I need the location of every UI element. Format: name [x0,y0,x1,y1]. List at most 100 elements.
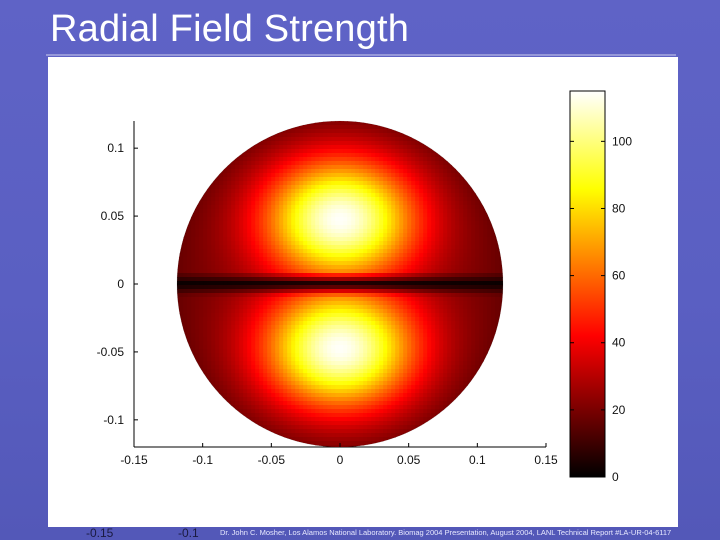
heatmap-cell [471,221,476,226]
heatmap-cell [371,145,376,150]
heatmap-cell [383,189,388,194]
heatmap-cell [311,345,316,350]
heatmap-cell [471,353,476,358]
heatmap-cell [295,277,300,282]
heatmap-cell [243,353,248,358]
heatmap-cell [323,221,328,226]
heatmap-cell [279,245,284,250]
heatmap-cell [463,321,468,326]
heatmap-cell [443,373,448,378]
heatmap-cell [339,377,344,382]
heatmap-cell [463,189,468,194]
heatmap-cell [323,329,328,334]
heatmap-cell [347,373,352,378]
heatmap-cell [391,153,396,158]
heatmap-cell [203,221,208,226]
heatmap-cell [395,225,400,230]
heatmap-cell [251,381,256,386]
heatmap-cell [211,341,216,346]
heatmap-cell [435,309,440,314]
heatmap-cell [383,177,388,182]
heatmap-cell [411,261,416,266]
heatmap-cell [207,177,212,182]
heatmap-cell [267,201,272,206]
heatmap-cell [419,161,424,166]
heatmap-cell [483,197,488,202]
heatmap-cell [479,229,484,234]
heatmap-cell [207,201,212,206]
heatmap-cell [303,365,308,370]
heatmap-cell [319,269,324,274]
heatmap-cell [199,329,204,334]
heatmap-cell [363,341,368,346]
heatmap-cell [263,221,268,226]
heatmap-cell [263,209,268,214]
heatmap-cell [311,213,316,218]
heatmap-cell [335,337,340,342]
heatmap-cell [335,189,340,194]
heatmap-cell [387,285,392,290]
heatmap-cell [343,197,348,202]
heatmap-cell [307,341,312,346]
heatmap-cell [243,145,248,150]
heatmap-cell [355,161,360,166]
heatmap-cell [415,197,420,202]
heatmap-cell [271,361,276,366]
heatmap-cell [319,381,324,386]
heatmap-cell [299,337,304,342]
heatmap-cell [415,337,420,342]
heatmap-cell [391,277,396,282]
heatmap-cell [235,297,240,302]
heatmap-cell [359,357,364,362]
heatmap-cell [335,217,340,222]
heatmap-cell [367,213,372,218]
heatmap-cell [331,225,336,230]
heatmap-cell [343,177,348,182]
heatmap-cell [239,173,244,178]
heatmap-cell [199,213,204,218]
heatmap-cell [339,165,344,170]
heatmap-cell [331,137,336,142]
heatmap-cell [447,329,452,334]
heatmap-cell [299,209,304,214]
heatmap-cell [339,177,344,182]
heatmap-cell [295,213,300,218]
heatmap-cell [211,265,216,270]
heatmap-cell [499,297,503,302]
heatmap-cell [219,253,224,258]
heatmap-cell [419,145,424,150]
heatmap-cell [391,225,396,230]
heatmap-cell [259,153,264,158]
heatmap-cell [407,357,412,362]
heatmap-cell [255,197,260,202]
heatmap-cell [475,205,480,210]
heatmap-cell [227,213,232,218]
heatmap-cell [211,245,216,250]
heatmap-cell [255,289,260,294]
heatmap-cell [315,309,320,314]
heatmap-cell [371,153,376,158]
heatmap-cell [431,389,436,394]
heatmap-cell [227,381,232,386]
heatmap-cell [455,245,460,250]
heatmap-cell [475,241,480,246]
heatmap-cell [215,265,220,270]
heatmap-cell [351,169,356,174]
heatmap-cell [331,285,336,290]
heatmap-cell [403,169,408,174]
heatmap-cell [263,393,268,398]
heatmap-cell [431,197,436,202]
heatmap-cell [319,329,324,334]
heatmap-cell [207,345,212,350]
heatmap-cell [387,321,392,326]
heatmap-cell [291,253,296,258]
heatmap-cell [379,253,384,258]
heatmap-cell [411,257,416,262]
heatmap-cell [371,141,376,146]
heatmap-cell [355,341,360,346]
heatmap-cell [371,165,376,170]
heatmap-cell [451,309,456,314]
heatmap-cell [195,337,200,342]
heatmap-cell [287,281,292,286]
heatmap-cell [471,201,476,206]
